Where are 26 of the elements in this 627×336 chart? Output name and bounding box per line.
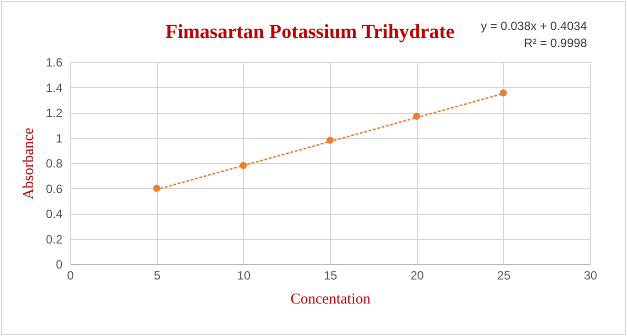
x-tick-label: 25 [497, 268, 511, 282]
x-tick-label: 30 [584, 268, 598, 282]
point [326, 136, 334, 144]
x-axis-title: Concentation [290, 292, 371, 308]
y-axis-title: Absorbance [20, 127, 37, 200]
y-tick-label: 1.6 [46, 56, 63, 70]
y-tick-label: 0.2 [46, 232, 63, 246]
y-tick-label: 0 [56, 258, 63, 272]
y-tick-label: 1 [56, 131, 63, 146]
y-tick-label: 0.6 [46, 182, 63, 196]
x-tick-label: 0 [67, 268, 74, 282]
text: y = 0.038x + 0.4034 [480, 18, 587, 35]
chart-title: Fimasartan Potassium Trihydrate [165, 21, 455, 43]
y-tick-label: 0.4 [46, 207, 63, 221]
point [413, 112, 420, 120]
x-tick-label: 20 [410, 268, 424, 282]
text: R² = 0.9998 [522, 35, 587, 52]
y-tick-label: 0.8 [46, 156, 63, 170]
y-tick-label: 1.2 [46, 106, 63, 120]
point [500, 89, 507, 96]
x-tick-label: 15 [324, 268, 338, 282]
point [153, 184, 160, 192]
y-tick-label: 1.4 [46, 80, 63, 95]
point [240, 162, 247, 170]
x-tick-label: 5 [154, 268, 161, 282]
x-tick-label: 10 [237, 268, 251, 282]
